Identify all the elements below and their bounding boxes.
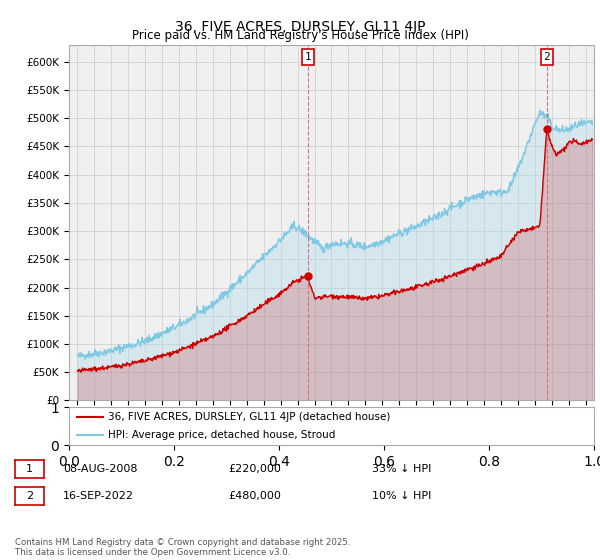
Text: 33% ↓ HPI: 33% ↓ HPI bbox=[372, 464, 431, 474]
Text: HPI: Average price, detached house, Stroud: HPI: Average price, detached house, Stro… bbox=[109, 430, 336, 440]
Text: 2: 2 bbox=[26, 491, 33, 501]
Text: 08-AUG-2008: 08-AUG-2008 bbox=[63, 464, 137, 474]
Text: £220,000: £220,000 bbox=[228, 464, 281, 474]
Text: £480,000: £480,000 bbox=[228, 491, 281, 501]
Text: 36, FIVE ACRES, DURSLEY, GL11 4JP: 36, FIVE ACRES, DURSLEY, GL11 4JP bbox=[175, 20, 425, 34]
Text: 1: 1 bbox=[304, 52, 311, 62]
Text: 1: 1 bbox=[26, 464, 33, 474]
Text: Contains HM Land Registry data © Crown copyright and database right 2025.
This d: Contains HM Land Registry data © Crown c… bbox=[15, 538, 350, 557]
Text: 16-SEP-2022: 16-SEP-2022 bbox=[63, 491, 134, 501]
Text: 2: 2 bbox=[544, 52, 550, 62]
Text: 36, FIVE ACRES, DURSLEY, GL11 4JP (detached house): 36, FIVE ACRES, DURSLEY, GL11 4JP (detac… bbox=[109, 412, 391, 422]
Text: Price paid vs. HM Land Registry's House Price Index (HPI): Price paid vs. HM Land Registry's House … bbox=[131, 29, 469, 42]
Text: 10% ↓ HPI: 10% ↓ HPI bbox=[372, 491, 431, 501]
